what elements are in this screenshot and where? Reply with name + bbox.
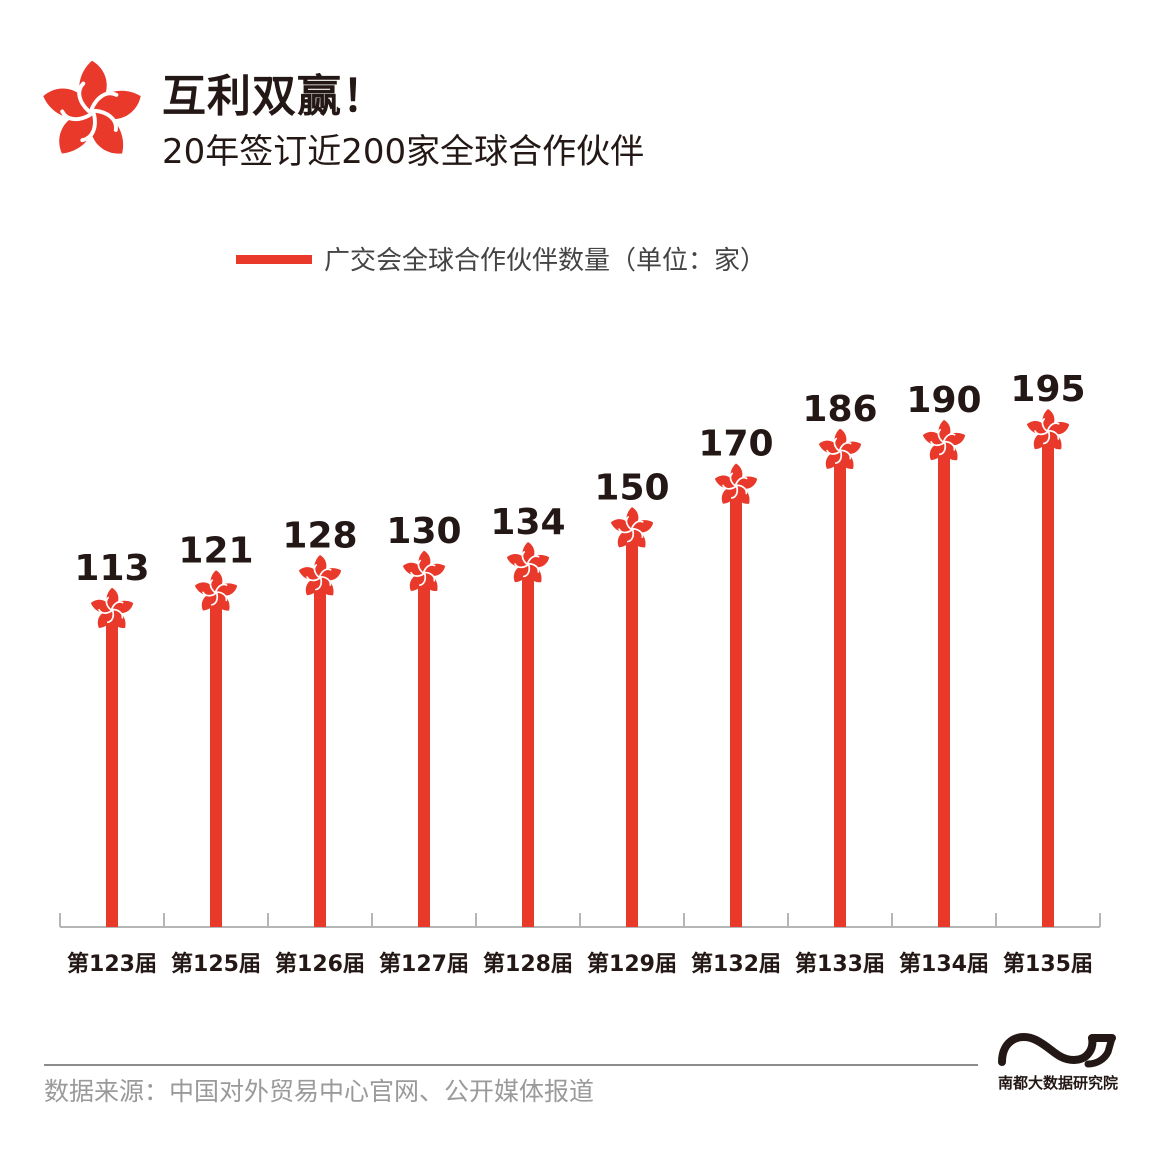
data-label: 128 bbox=[282, 515, 357, 556]
bar bbox=[1042, 431, 1054, 927]
x-tick-label: 第134届 bbox=[899, 951, 989, 977]
data-source: 数据来源：中国对外贸易中心官网、公开媒体报道 bbox=[44, 1077, 595, 1106]
data-label: 130 bbox=[386, 511, 461, 552]
x-tick-label: 第133届 bbox=[795, 951, 885, 977]
x-tick-label: 第129届 bbox=[587, 951, 677, 977]
data-label: 186 bbox=[802, 389, 877, 430]
x-tick-label: 第126届 bbox=[275, 951, 365, 977]
chart-subtitle: 20年签订近200家全球合作伙伴 bbox=[162, 132, 645, 172]
data-label: 113 bbox=[74, 548, 149, 589]
data-label: 195 bbox=[1010, 369, 1085, 410]
x-tick-label: 第125届 bbox=[171, 951, 261, 977]
x-tick-label: 第127届 bbox=[379, 951, 469, 977]
data-label: 121 bbox=[178, 531, 253, 572]
bar bbox=[418, 572, 430, 927]
bar-chart: 113 第123届 121 第125届 128 第126届 130 第127届 134 第128届… bbox=[59, 369, 1101, 977]
header: 互利双赢！ 20年签订近200家全球合作伙伴 bbox=[38, 58, 798, 172]
x-tick-label: 第132届 bbox=[691, 951, 781, 977]
bar bbox=[314, 577, 326, 927]
x-tick-label: 第123届 bbox=[67, 951, 157, 977]
brand-name: 南都大数据研究院 bbox=[997, 1074, 1118, 1092]
x-tick-label: 第135届 bbox=[1003, 951, 1093, 977]
data-label: 190 bbox=[906, 380, 981, 421]
bar bbox=[626, 529, 638, 927]
legend-label: 广交会全球合作伙伴数量（单位：家） bbox=[324, 246, 767, 276]
bar bbox=[834, 450, 846, 927]
flower-logo-icon bbox=[38, 58, 146, 165]
legend-swatch bbox=[236, 255, 312, 264]
footer-divider bbox=[44, 1064, 978, 1066]
bar bbox=[210, 592, 222, 927]
data-label: 134 bbox=[490, 502, 565, 543]
bar bbox=[938, 442, 950, 927]
data-label: 150 bbox=[594, 467, 669, 508]
bar bbox=[106, 610, 118, 927]
chart-title: 互利双赢！ bbox=[162, 71, 387, 122]
x-tick-label: 第128届 bbox=[483, 951, 573, 977]
wave-logo-icon bbox=[998, 1032, 1116, 1068]
bar bbox=[730, 485, 742, 927]
brand-logo: 南都大数据研究院 bbox=[996, 1026, 1120, 1096]
data-label: 170 bbox=[698, 424, 773, 465]
bar bbox=[522, 564, 534, 927]
